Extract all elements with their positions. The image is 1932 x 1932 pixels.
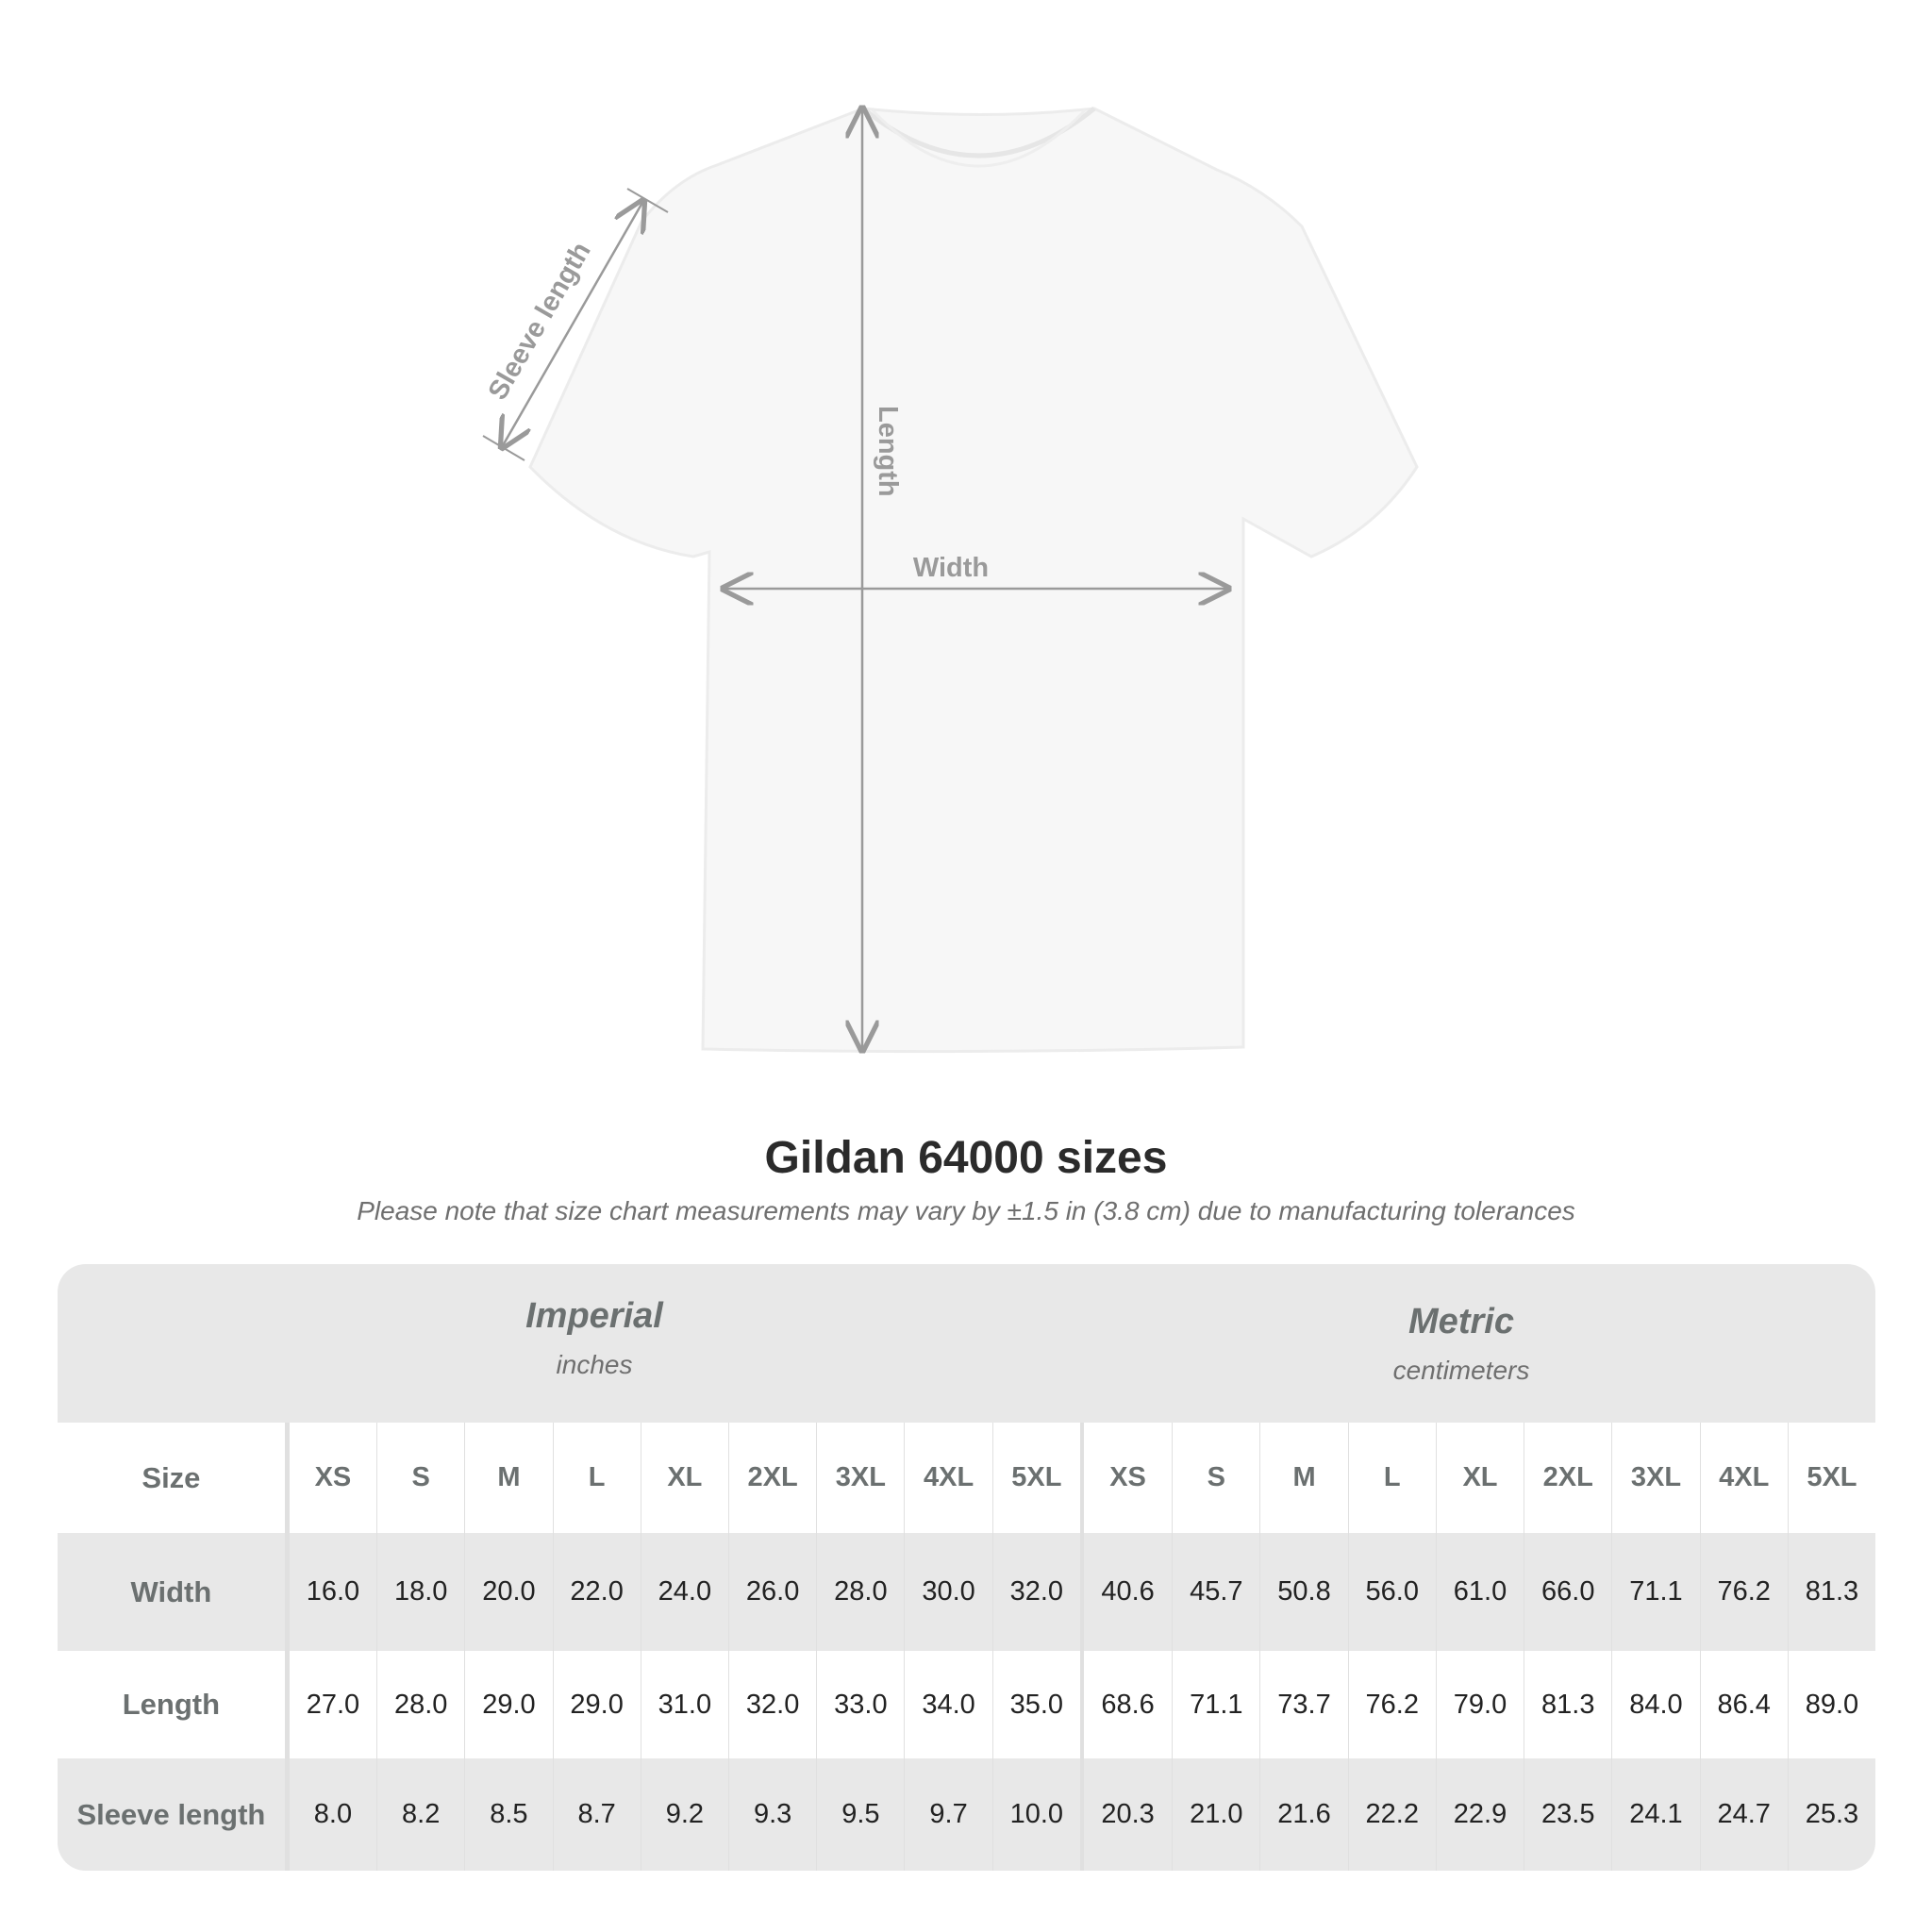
metric-header: Metric centimeters <box>1225 1302 1697 1386</box>
value-cell-imperial: 30.0 <box>904 1533 991 1651</box>
table-row: Width 16.0 18.0 20.0 22.0 24.0 26.0 28.0 30.0 32.… <box>58 1533 1875 1651</box>
value-cell-imperial: 16.0 <box>288 1533 376 1651</box>
size-header-imperial: 2XL <box>728 1423 816 1533</box>
tolerance-note: Please note that size chart measurements… <box>357 1196 1575 1225</box>
size-header-imperial: 3XL <box>816 1423 904 1533</box>
value-cell-metric: 21.0 <box>1172 1758 1259 1871</box>
value-cell-imperial: 33.0 <box>816 1651 904 1758</box>
value-cell-imperial: 29.0 <box>552 1651 641 1758</box>
metric-unit: centimeters <box>1392 1356 1530 1385</box>
table-row: Length 27.0 28.0 29.0 29.0 31.0 32.0 33.0 34.0 35… <box>58 1651 1875 1758</box>
length-label: Length <box>873 406 903 497</box>
size-header-imperial: M <box>464 1423 552 1533</box>
value-cell-metric: 66.0 <box>1524 1533 1611 1651</box>
value-cell-metric: 86.4 <box>1699 1651 1788 1758</box>
value-cell-imperial: 8.7 <box>552 1758 641 1871</box>
value-cell-metric: 71.1 <box>1611 1533 1699 1651</box>
value-cell-imperial: 9.5 <box>816 1758 904 1871</box>
header-band <box>58 1264 1875 1423</box>
size-header-metric: L <box>1347 1423 1436 1533</box>
row-label: Width <box>58 1533 289 1651</box>
row-label: Length <box>58 1651 289 1758</box>
value-cell-imperial: 28.0 <box>816 1533 904 1651</box>
value-cell-metric: 25.3 <box>1787 1758 1875 1871</box>
size-header-imperial: XS <box>288 1423 376 1533</box>
value-cell-metric: 89.0 <box>1787 1651 1875 1758</box>
size-header-imperial: S <box>376 1423 464 1533</box>
size-header-imperial: 4XL <box>904 1423 991 1533</box>
value-cell-imperial: 34.0 <box>904 1651 991 1758</box>
value-cell-imperial: 18.0 <box>376 1533 464 1651</box>
value-cell-imperial: 27.0 <box>288 1651 376 1758</box>
value-cell-imperial: 9.7 <box>904 1758 991 1871</box>
value-cell-imperial: 31.0 <box>640 1651 728 1758</box>
row-label: Sleeve length <box>58 1758 289 1871</box>
value-cell-imperial: 8.2 <box>376 1758 464 1871</box>
size-header-metric: XS <box>1079 1423 1172 1533</box>
value-cell-imperial: 29.0 <box>464 1651 552 1758</box>
width-label: Width <box>913 553 989 583</box>
table-row: Sleeve length 8.0 8.2 8.5 8.7 9.2 9.3 9.5 9.7 10.… <box>58 1758 1875 1871</box>
size-header-imperial: XL <box>640 1423 728 1533</box>
value-cell-imperial: 8.5 <box>464 1758 552 1871</box>
value-cell-metric: 79.0 <box>1435 1651 1524 1758</box>
value-cell-imperial: 32.0 <box>728 1651 816 1758</box>
size-header-row: Size XS S M L XL 2XL 3XL 4XL 5XL XS S M L XL 2XL 3XL 4XL 5… <box>58 1423 1875 1533</box>
size-header-metric: M <box>1259 1423 1347 1533</box>
imperial-title: Imperial <box>525 1296 663 1336</box>
value-cell-metric: 21.6 <box>1259 1758 1347 1871</box>
size-table: Imperial inches Metric centimeters Size X… <box>58 1264 1875 1871</box>
size-header-metric: S <box>1172 1423 1259 1533</box>
value-cell-imperial: 26.0 <box>728 1533 816 1651</box>
size-header-metric: XL <box>1435 1423 1524 1533</box>
row-label: Size <box>58 1423 289 1533</box>
value-cell-metric: 76.2 <box>1347 1651 1436 1758</box>
value-cell-metric: 22.9 <box>1435 1758 1524 1871</box>
value-cell-imperial: 32.0 <box>991 1533 1080 1651</box>
value-cell-imperial: 28.0 <box>376 1651 464 1758</box>
value-cell-imperial: 10.0 <box>991 1758 1080 1871</box>
value-cell-metric: 68.6 <box>1079 1651 1172 1758</box>
value-cell-metric: 56.0 <box>1347 1533 1436 1651</box>
value-cell-metric: 24.7 <box>1699 1758 1788 1871</box>
size-header-imperial: L <box>552 1423 641 1533</box>
value-cell-metric: 50.8 <box>1259 1533 1347 1651</box>
value-cell-metric: 81.3 <box>1787 1533 1875 1651</box>
value-cell-metric: 71.1 <box>1172 1651 1259 1758</box>
value-cell-imperial: 22.0 <box>552 1533 641 1651</box>
value-cell-metric: 23.5 <box>1524 1758 1611 1871</box>
value-cell-metric: 40.6 <box>1079 1533 1172 1651</box>
metric-title: Metric <box>1408 1302 1514 1341</box>
value-cell-imperial: 35.0 <box>991 1651 1080 1758</box>
imperial-unit: inches <box>556 1350 633 1379</box>
value-cell-metric: 81.3 <box>1524 1651 1611 1758</box>
size-header-metric: 5XL <box>1787 1423 1875 1533</box>
value-cell-metric: 84.0 <box>1611 1651 1699 1758</box>
sleeve-arrow <box>502 201 643 447</box>
size-header-metric: 2XL <box>1524 1423 1611 1533</box>
value-cell-metric: 20.3 <box>1079 1758 1172 1871</box>
value-cell-metric: 76.2 <box>1699 1533 1788 1651</box>
value-cell-imperial: 8.0 <box>288 1758 376 1871</box>
value-cell-imperial: 9.3 <box>728 1758 816 1871</box>
imperial-header: Imperial inches <box>358 1296 830 1380</box>
value-cell-metric: 24.1 <box>1611 1758 1699 1871</box>
value-cell-metric: 45.7 <box>1172 1533 1259 1651</box>
page-title: Gildan 64000 sizes <box>764 1133 1168 1183</box>
value-cell-imperial: 9.2 <box>640 1758 728 1871</box>
size-header-imperial: 5XL <box>991 1423 1080 1533</box>
value-cell-metric: 22.2 <box>1347 1758 1436 1871</box>
value-cell-imperial: 20.0 <box>464 1533 552 1651</box>
value-cell-metric: 61.0 <box>1435 1533 1524 1651</box>
value-cell-metric: 73.7 <box>1259 1651 1347 1758</box>
tshirt-diagram: Length Width Sleeve length <box>482 0 1419 1085</box>
size-header-metric: 4XL <box>1699 1423 1788 1533</box>
size-header-metric: 3XL <box>1611 1423 1699 1533</box>
value-cell-imperial: 24.0 <box>640 1533 728 1651</box>
